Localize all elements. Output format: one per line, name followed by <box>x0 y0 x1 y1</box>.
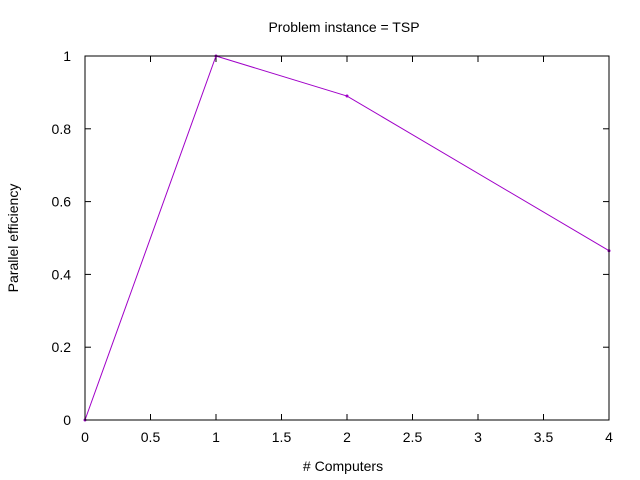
x-tick-label: 1.5 <box>272 429 292 445</box>
x-tick-label: 3.5 <box>534 429 554 445</box>
x-axis-label: # Computers <box>303 458 383 474</box>
y-axis-label: Parallel efficiency <box>5 184 21 293</box>
y-tick-label: 0.4 <box>52 266 72 282</box>
data-point <box>345 94 349 98</box>
chart-title: Problem instance = TSP <box>268 19 419 35</box>
y-tick-label: 1 <box>63 48 71 64</box>
x-tick-label: 2 <box>343 429 351 445</box>
x-tick-label: 1 <box>212 429 220 445</box>
tick-layer: 0 0.5 1 1.5 2 2.5 3 3.5 4 0 0.2 0.4 0.6 0.8 1 <box>52 48 614 445</box>
y-tick-label: 0.6 <box>52 194 72 210</box>
x-tick-label: 3 <box>474 429 482 445</box>
series-layer <box>83 54 611 422</box>
series-line <box>84 55 610 421</box>
x-tick-label: 0.5 <box>141 429 161 445</box>
x-tick-label: 0 <box>81 429 89 445</box>
y-tick-label: 0.8 <box>52 121 72 137</box>
x-tick-label: 4 <box>605 429 613 445</box>
x-tick-label: 2.5 <box>403 429 423 445</box>
y-tick-label: 0.2 <box>52 339 72 355</box>
y-tick-label: 0 <box>63 412 71 428</box>
plot-frame <box>84 55 610 421</box>
